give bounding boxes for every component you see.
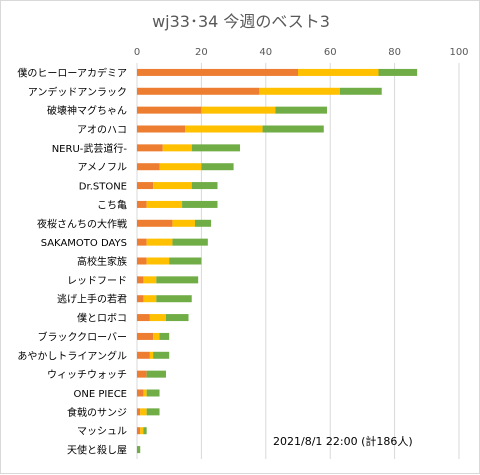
bar-segment bbox=[146, 257, 170, 265]
bar-segment bbox=[172, 238, 208, 246]
bar-segment bbox=[146, 370, 166, 378]
bar-segment bbox=[156, 295, 192, 303]
bar-segment bbox=[137, 332, 154, 340]
y-category-label: アメノフル bbox=[78, 163, 128, 174]
y-category-label: Dr.STONE bbox=[79, 182, 127, 193]
bar-segment bbox=[137, 144, 163, 152]
y-category-label: 破壊神マグちゃん bbox=[47, 104, 127, 117]
bar-segment bbox=[137, 295, 144, 303]
bar-segment bbox=[153, 332, 160, 340]
bar-segment bbox=[146, 389, 160, 397]
bar-segment bbox=[172, 219, 195, 227]
y-category-label: 高校生家族 bbox=[77, 255, 127, 268]
bar-segment bbox=[146, 238, 173, 246]
x-tick-label: 80 bbox=[388, 47, 401, 58]
x-tick-label: 100 bbox=[449, 47, 468, 58]
bar-segment bbox=[182, 200, 218, 208]
y-category-label: あやかしトライアングル bbox=[17, 349, 127, 362]
bar-segment bbox=[159, 332, 170, 340]
x-tick-label: 60 bbox=[324, 47, 337, 58]
bar-segment bbox=[162, 144, 192, 152]
bar-segment bbox=[194, 219, 212, 227]
chart-annotation: 2021/8/1 22:00 (計186人) bbox=[273, 434, 413, 448]
bars bbox=[137, 68, 418, 454]
bar-segment bbox=[159, 163, 202, 171]
bar-segment bbox=[143, 389, 147, 397]
bar-segment bbox=[137, 276, 144, 284]
y-category-label: 夜桜さんちの大作戦 bbox=[37, 217, 127, 230]
y-category-label: SAKAMOTO DAYS bbox=[41, 238, 127, 249]
bar-segment bbox=[137, 87, 260, 95]
y-category-label: 僕のヒーローアカデミア bbox=[17, 66, 127, 79]
y-category-label: 天使と殺し屋 bbox=[67, 444, 127, 457]
bar-segment bbox=[140, 408, 147, 416]
y-category-label: NERU-武芸道行- bbox=[52, 142, 128, 155]
bar-segment bbox=[137, 370, 147, 378]
y-category-label: こち亀 bbox=[97, 198, 127, 211]
bar-segment bbox=[137, 106, 202, 114]
y-category-label: ONE PIECE bbox=[74, 389, 127, 400]
y-category-label: ブラッククローバー bbox=[38, 330, 128, 343]
bar-segment bbox=[143, 276, 157, 284]
y-category-label: ウィッチウォッチ bbox=[47, 369, 127, 381]
bar-segment bbox=[137, 182, 154, 190]
y-category-label: マッシュル bbox=[77, 427, 127, 438]
bar-segment bbox=[259, 87, 340, 95]
bar-segment bbox=[137, 163, 160, 171]
bar-segment bbox=[262, 125, 324, 133]
bar-segment bbox=[149, 314, 166, 322]
bar-segment bbox=[185, 125, 263, 133]
x-axis-ticks: 0 20 40 60 80 100 bbox=[134, 47, 469, 58]
x-tick-label: 40 bbox=[259, 47, 272, 58]
bar-segment bbox=[137, 219, 173, 227]
bar-segment bbox=[137, 238, 147, 246]
bar-segment bbox=[137, 68, 298, 76]
y-category-label: レッドフード bbox=[67, 276, 127, 287]
bar-segment bbox=[169, 257, 202, 265]
bar-segment bbox=[137, 408, 141, 416]
bar-segment bbox=[191, 182, 218, 190]
bar-segment bbox=[146, 408, 160, 416]
bar-segment bbox=[298, 68, 379, 76]
bar-segment bbox=[137, 427, 141, 435]
bar-segment bbox=[137, 257, 147, 265]
bar-segment bbox=[275, 106, 327, 114]
y-category-label: アオのハコ bbox=[77, 124, 127, 136]
bar-segment bbox=[143, 295, 157, 303]
bar-segment bbox=[201, 106, 276, 114]
y-category-label: 食戟のサンジ bbox=[67, 406, 127, 419]
bar-segment bbox=[137, 125, 186, 133]
bar-segment bbox=[165, 314, 189, 322]
bar-segment bbox=[143, 427, 147, 435]
bar-segment bbox=[378, 68, 418, 76]
bar-segment bbox=[191, 144, 241, 152]
y-category-label: アンデッドアンラック bbox=[28, 85, 127, 98]
x-tick-label: 0 bbox=[134, 47, 140, 58]
bar-segment bbox=[339, 87, 382, 95]
bar-segment bbox=[140, 427, 144, 435]
y-category-label: 僕とロボコ bbox=[77, 312, 127, 325]
bar-segment bbox=[137, 446, 141, 454]
bar-segment bbox=[137, 389, 144, 397]
bar-segment bbox=[201, 163, 234, 171]
chart-title: wj33･34 今週のベスト3 bbox=[152, 12, 330, 31]
y-category-label: 逃げ上手の若君 bbox=[57, 293, 127, 306]
bar-segment bbox=[153, 182, 192, 190]
bar-segment bbox=[137, 200, 147, 208]
bar-segment bbox=[137, 351, 150, 359]
bar-segment bbox=[146, 200, 183, 208]
bar-segment bbox=[137, 314, 150, 322]
bar-segment bbox=[156, 276, 199, 284]
x-tick-label: 20 bbox=[195, 47, 208, 58]
bar-segment bbox=[153, 351, 170, 359]
bar-segment bbox=[149, 351, 154, 359]
